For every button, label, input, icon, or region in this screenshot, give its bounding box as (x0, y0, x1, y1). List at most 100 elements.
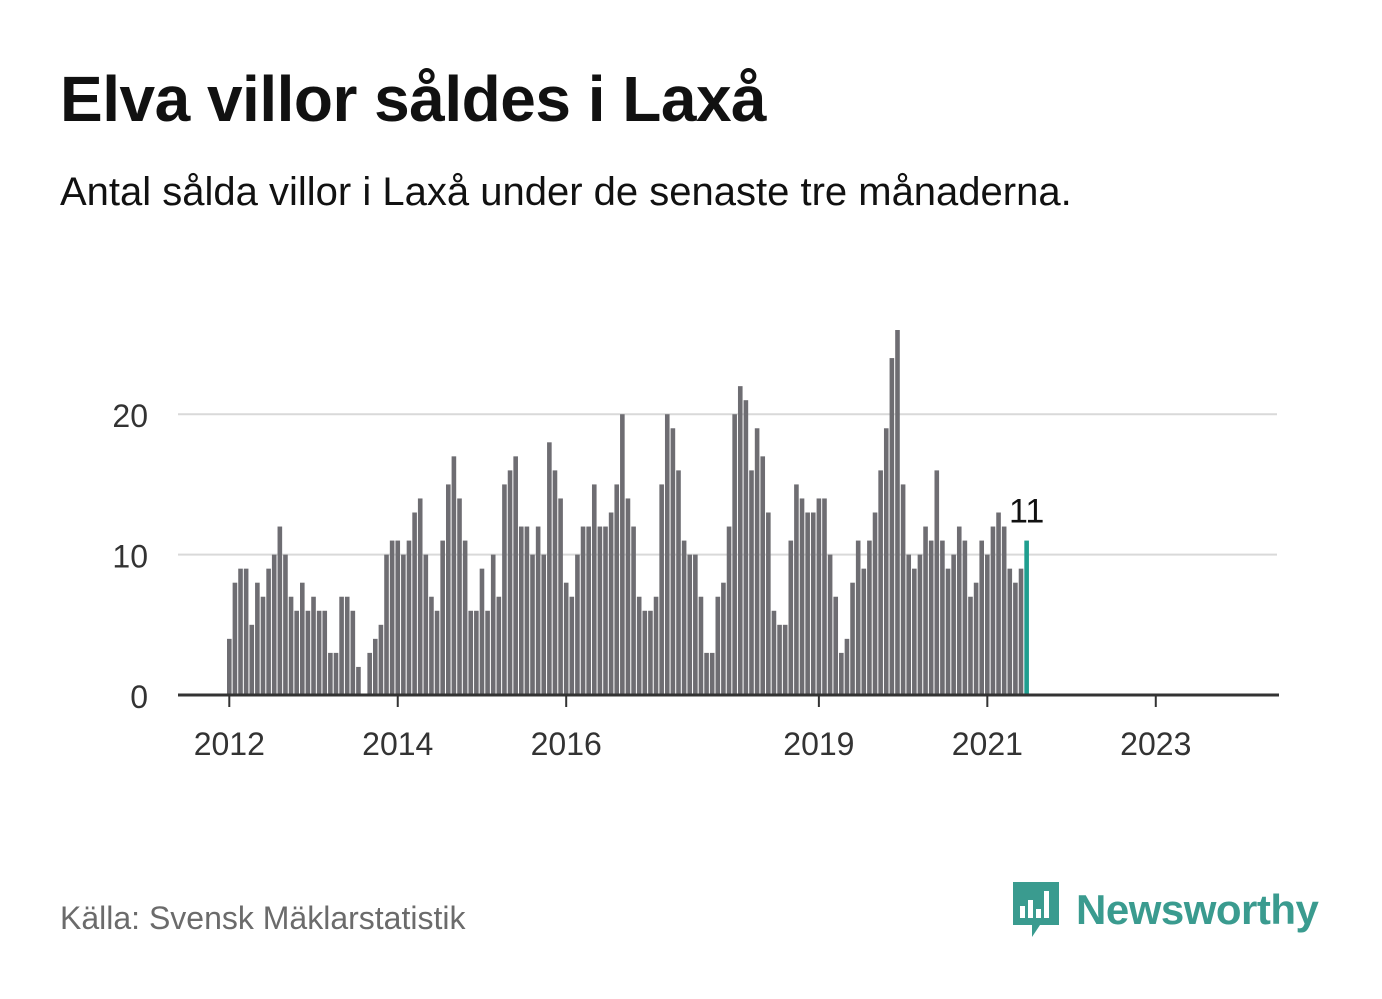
bar (1013, 582, 1018, 695)
bar (653, 596, 659, 695)
x-axis-labels: 2012 2014 2016 2019 2021 2023 (194, 726, 1192, 762)
bar (524, 526, 530, 695)
newsworthy-logo: Newsworthy (1010, 878, 1319, 942)
bar (597, 526, 603, 695)
bar (726, 526, 732, 695)
bar (867, 540, 872, 695)
chart-subtitle: Antal sålda villor i Laxå under de senas… (60, 170, 1072, 214)
bar (771, 610, 777, 695)
bar (513, 456, 518, 695)
y-axis-labels: 0 10 20 (112, 398, 148, 715)
bar (541, 554, 547, 695)
bar (996, 512, 1001, 695)
bar (243, 568, 249, 695)
bar (782, 624, 788, 695)
bar (485, 610, 490, 695)
bar (395, 540, 401, 695)
bar (693, 554, 698, 695)
bar (507, 470, 513, 695)
bar (490, 554, 496, 695)
bar (900, 484, 906, 695)
bar (928, 540, 934, 695)
bar (406, 540, 412, 695)
bar (547, 442, 552, 695)
bar (777, 624, 782, 695)
bar (580, 526, 586, 695)
bar (530, 554, 535, 695)
bar (328, 652, 333, 695)
bar (614, 484, 620, 695)
bar (799, 498, 805, 695)
bar (255, 582, 260, 695)
bar (266, 568, 271, 695)
highlighted-bar (1024, 540, 1029, 695)
bar (294, 610, 299, 695)
bar (1001, 526, 1007, 695)
bar (344, 596, 350, 695)
bar (642, 610, 648, 695)
bar (288, 596, 294, 695)
bar (956, 526, 962, 695)
bar (923, 526, 928, 695)
bar (586, 526, 591, 695)
bar (883, 428, 889, 695)
bar (816, 498, 822, 695)
bar (563, 582, 569, 695)
x-tick-label: 2014 (362, 726, 433, 762)
bar (687, 554, 693, 695)
x-axis (178, 693, 1279, 707)
bar (968, 596, 973, 695)
bar (558, 498, 563, 695)
bar (704, 652, 709, 695)
bar (833, 596, 839, 695)
bar (861, 568, 867, 695)
bar (367, 652, 372, 695)
bar (591, 484, 597, 695)
bar (636, 596, 642, 695)
bar (985, 554, 990, 695)
bar (316, 610, 322, 695)
x-tick-label: 2019 (783, 726, 854, 762)
bar (659, 484, 664, 695)
bar (709, 652, 715, 695)
bar (603, 526, 608, 695)
x-tick-label: 2023 (1120, 726, 1191, 762)
bar (474, 610, 479, 695)
bar (502, 484, 507, 695)
bar (951, 554, 956, 695)
newsworthy-logo-icon (1013, 882, 1059, 937)
bar (805, 512, 810, 695)
bar (844, 638, 850, 695)
bar (333, 652, 339, 695)
bar (496, 596, 502, 695)
bar (412, 512, 417, 695)
bar (238, 568, 243, 695)
bar (698, 596, 704, 695)
bar (917, 554, 923, 695)
bar (569, 596, 575, 695)
bar (732, 414, 737, 695)
bar (906, 554, 912, 695)
bar (468, 610, 474, 695)
bar (839, 652, 844, 695)
x-tick-label: 2016 (531, 726, 602, 762)
bar (625, 498, 631, 695)
bar (552, 470, 558, 695)
bars (227, 330, 1029, 695)
bar (631, 526, 636, 695)
bar (575, 554, 580, 695)
bar (850, 582, 855, 695)
bar (311, 596, 316, 695)
bar (945, 568, 951, 695)
bar (305, 610, 311, 695)
bar (749, 470, 754, 695)
bar (260, 596, 266, 695)
newsworthy-logo-text: Newsworthy (1076, 886, 1319, 933)
bar (339, 596, 344, 695)
bar (743, 400, 749, 695)
bar (423, 554, 429, 695)
bar (356, 666, 361, 695)
bar (766, 512, 771, 695)
bar (912, 568, 917, 695)
